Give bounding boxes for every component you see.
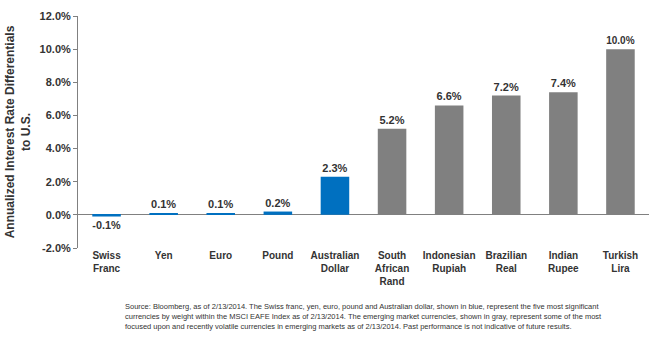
- svg-text:7.4%: 7.4%: [551, 77, 576, 89]
- svg-text:SwissFranc: SwissFranc: [92, 250, 121, 274]
- svg-text:IndonesianRupiah: IndonesianRupiah: [423, 250, 476, 274]
- svg-text:0.0%: 0.0%: [46, 209, 71, 221]
- svg-text:-0.1%: -0.1%: [92, 219, 121, 231]
- svg-text:6.0%: 6.0%: [46, 109, 71, 121]
- svg-text:Pound: Pound: [262, 250, 293, 261]
- svg-text:10.0%: 10.0%: [40, 43, 71, 55]
- svg-text:Euro: Euro: [209, 250, 232, 261]
- svg-text:4.0%: 4.0%: [46, 142, 71, 154]
- svg-text:AustralianDollar: AustralianDollar: [310, 250, 359, 274]
- svg-text:IndianRupee: IndianRupee: [548, 250, 579, 274]
- svg-text:Annualized Interest Rate Diffe: Annualized Interest Rate Differentialsto…: [3, 25, 33, 238]
- svg-text:5.2%: 5.2%: [379, 114, 404, 126]
- svg-text:2.0%: 2.0%: [46, 176, 71, 188]
- svg-text:Source: Bloomberg, as of 2/13/: Source: Bloomberg, as of 2/13/2014. The …: [125, 302, 602, 331]
- svg-text:0.1%: 0.1%: [208, 198, 233, 210]
- svg-text:0.2%: 0.2%: [265, 197, 290, 209]
- svg-text:-2.0%: -2.0%: [42, 242, 71, 254]
- svg-text:7.2%: 7.2%: [494, 81, 519, 93]
- svg-text:12.0%: 12.0%: [40, 10, 71, 22]
- svg-text:Yen: Yen: [155, 250, 173, 261]
- svg-text:2.3%: 2.3%: [322, 162, 347, 174]
- svg-text:0.1%: 0.1%: [151, 198, 176, 210]
- svg-text:6.6%: 6.6%: [437, 90, 462, 102]
- svg-text:8.0%: 8.0%: [46, 76, 71, 88]
- svg-text:10.0%: 10.0%: [606, 35, 634, 46]
- svg-text:TurkishLira: TurkishLira: [603, 250, 638, 274]
- svg-text:SouthAfricanRand: SouthAfricanRand: [375, 250, 409, 287]
- svg-text:BrazilianReal: BrazilianReal: [485, 250, 527, 274]
